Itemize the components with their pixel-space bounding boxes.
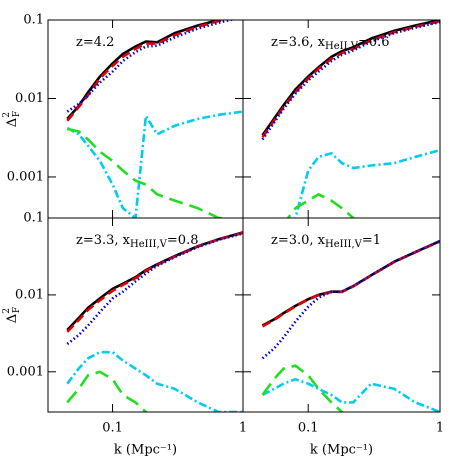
series-line (66, 350, 243, 412)
y-label-sup: 2 (2, 112, 12, 118)
series-line (261, 377, 440, 412)
panel-label: z=4.2 (76, 35, 114, 50)
x-tick-label: 1 (239, 421, 247, 436)
series-line (66, 232, 243, 346)
panel-label-text: z=3.3, x (76, 233, 131, 248)
plot-area (66, 231, 243, 412)
y-label-sub: F (12, 111, 22, 117)
plot-area (261, 20, 440, 218)
series-line (261, 20, 440, 141)
y-tick-label: 0.001 (7, 169, 44, 184)
x-axis-label: k (Mpc⁻¹) (114, 443, 177, 458)
panel-label-tail: =1 (362, 233, 381, 248)
y-label-sup: 2 (2, 308, 12, 314)
panel: z=3.6, xHeII,V=0.6 (242, 19, 441, 219)
x-tick-label: 0.1 (298, 421, 319, 436)
y-tick-label: 0.01 (15, 287, 44, 302)
panel-label: z=3.6, xHeII,V=0.6 (271, 35, 390, 52)
plot-area (261, 239, 440, 412)
y-label-text: Δ (5, 314, 20, 323)
series-line (261, 364, 344, 412)
panel: 0.1 1 z=3.0, xHeIII,V=1 k (Mpc⁻¹) (242, 217, 444, 458)
panel: 0.001 0.01 0.1 z=4.2 Δ2F (2, 13, 244, 219)
series-line (261, 20, 440, 139)
series-line (261, 20, 440, 137)
panel-label-text: z=3.0, x (271, 233, 326, 248)
panel-label-sub: HeII,V (325, 41, 359, 52)
y-label-sub: F (12, 307, 22, 313)
series-line (66, 20, 229, 122)
panel-label-tail: =0.6 (358, 35, 390, 50)
panel-label: z=3.3, xHeIII,V=0.8 (76, 233, 198, 250)
panel-label: z=3.0, xHeIII,V=1 (271, 233, 381, 250)
y-tick-label: 0.001 (7, 364, 44, 379)
series-line (293, 148, 440, 218)
y-axis-label: Δ2F (2, 307, 22, 323)
y-tick-label: 0.1 (23, 13, 44, 28)
y-tick-label: 0.1 (23, 211, 44, 226)
x-axis-label: k (Mpc⁻¹) (310, 443, 373, 458)
frame (242, 217, 441, 413)
y-label-text: Δ (5, 118, 20, 127)
panel-label-sub: HeIII,V (130, 239, 168, 250)
plot-area (66, 20, 243, 218)
series-line (286, 192, 356, 218)
panel-label-tail: =0.8 (167, 233, 199, 248)
y-tick-label: 0.01 (15, 91, 44, 106)
series-line (66, 20, 224, 120)
series-line (66, 20, 236, 113)
x-tick-label: 1 (436, 421, 444, 436)
x-tick-label: 0.1 (102, 421, 123, 436)
panel-label-text: z=4.2 (76, 35, 114, 50)
panel-label-sub: HeIII,V (325, 239, 363, 250)
series-line (66, 110, 243, 218)
series-line (261, 239, 440, 360)
y-axis-label: Δ2F (2, 111, 22, 127)
series-line (67, 127, 228, 218)
series-line (66, 370, 148, 412)
panel-label-text: z=3.6, x (271, 35, 326, 50)
